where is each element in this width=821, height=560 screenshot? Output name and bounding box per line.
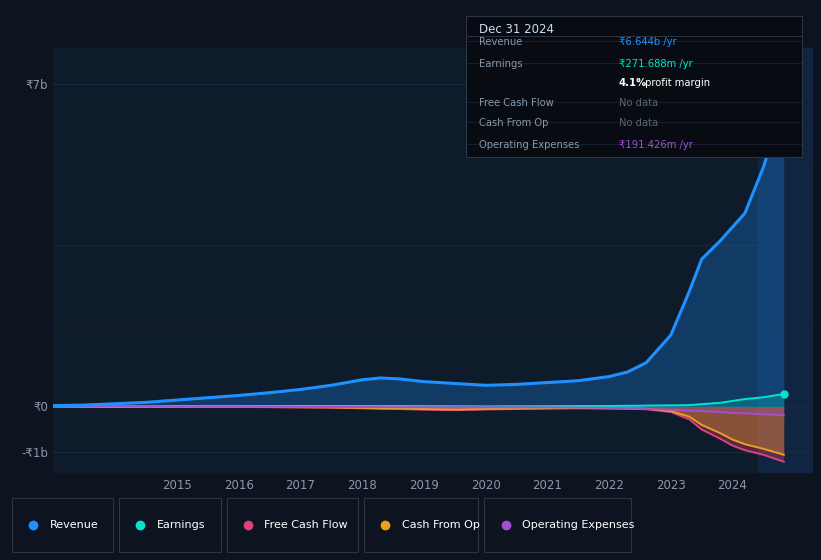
- Text: Revenue: Revenue: [49, 520, 99, 530]
- Text: Earnings: Earnings: [479, 59, 523, 69]
- Text: Cash From Op: Cash From Op: [401, 520, 479, 530]
- Text: Operating Expenses: Operating Expenses: [522, 520, 635, 530]
- Text: No data: No data: [619, 97, 658, 108]
- Bar: [759, 48, 813, 473]
- Text: ₹271.688m /yr: ₹271.688m /yr: [619, 59, 692, 69]
- Text: profit margin: profit margin: [642, 78, 710, 88]
- Text: Earnings: Earnings: [157, 520, 205, 530]
- Text: Dec 31 2024: Dec 31 2024: [479, 24, 554, 36]
- Text: ₹191.426m /yr: ₹191.426m /yr: [619, 140, 693, 150]
- Text: ₹6.644b /yr: ₹6.644b /yr: [619, 37, 677, 47]
- Text: 4.1%: 4.1%: [619, 78, 647, 88]
- Text: Revenue: Revenue: [479, 37, 522, 47]
- Text: Operating Expenses: Operating Expenses: [479, 140, 580, 150]
- Text: Cash From Op: Cash From Op: [479, 118, 548, 128]
- Text: Free Cash Flow: Free Cash Flow: [264, 520, 348, 530]
- Text: No data: No data: [619, 118, 658, 128]
- Text: Free Cash Flow: Free Cash Flow: [479, 97, 553, 108]
